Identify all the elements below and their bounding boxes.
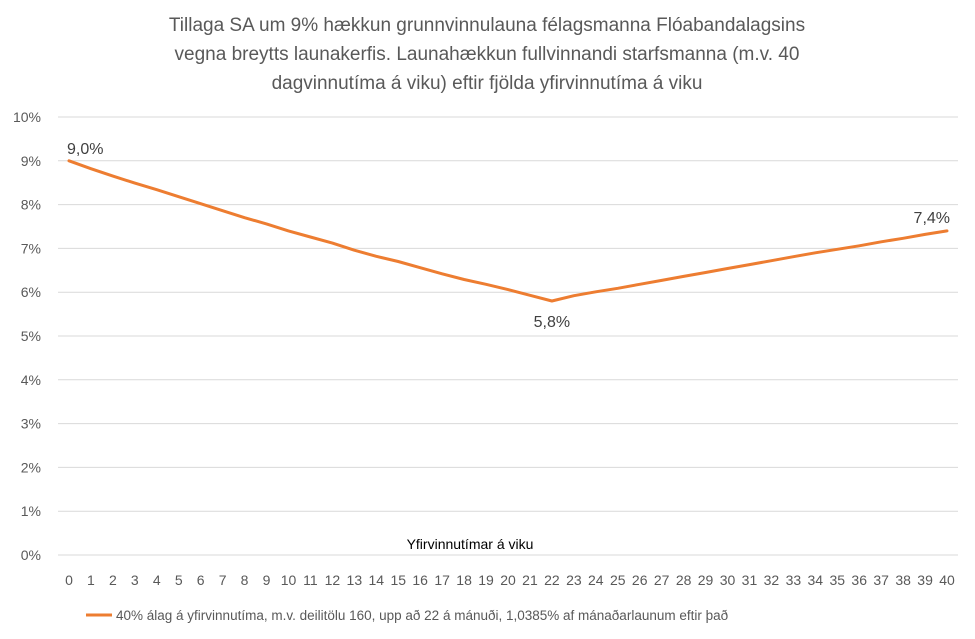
x-tick-label: 8 [241, 572, 249, 588]
x-tick-label: 3 [131, 572, 139, 588]
y-tick-label: 2% [21, 459, 41, 475]
x-tick-label: 9 [263, 572, 271, 588]
x-tick-label: 40 [939, 572, 955, 588]
y-tick-label: 10% [13, 109, 41, 125]
data-label: 9,0% [67, 141, 103, 158]
gridlines [58, 116, 958, 556]
x-tick-label: 33 [786, 572, 802, 588]
x-tick-label: 32 [764, 572, 780, 588]
y-tick-label: 4% [21, 372, 41, 388]
x-tick-label: 23 [566, 572, 582, 588]
x-axis-ticks: 0 1 2 3 4 5 6 7 8 9 10 11 12 13 14 15 16 17 18 19 20 21 22 23 24… [65, 572, 955, 588]
x-tick-label: 21 [522, 572, 538, 588]
x-tick-label: 28 [676, 572, 692, 588]
x-tick-label: 24 [588, 572, 604, 588]
x-tick-label: 2 [109, 572, 117, 588]
x-tick-label: 19 [478, 572, 494, 588]
legend: 40% álag á yfirvinnutíma, m.v. deilitölu… [86, 608, 728, 623]
x-tick-label: 25 [610, 572, 626, 588]
y-tick-label: 3% [21, 416, 41, 432]
x-tick-label: 27 [654, 572, 670, 588]
x-tick-label: 15 [390, 572, 406, 588]
x-tick-label: 20 [500, 572, 516, 588]
chart-title-line: vegna breytts launakerfis. Launahækkun f… [175, 44, 800, 65]
x-tick-label: 5 [175, 572, 183, 588]
x-axis-label: Yfirvinnutímar á viku [407, 536, 534, 552]
x-tick-label: 10 [281, 572, 297, 588]
data-labels: 9,0% 5,8% 7,4% [67, 141, 950, 331]
chart-title: Tillaga SA um 9% hækkun grunnvinnulauna … [169, 15, 805, 94]
x-tick-label: 11 [303, 572, 318, 588]
data-label: 7,4% [914, 210, 950, 227]
chart-title-line: dagvinnutíma á viku) eftir fjölda yfirvi… [272, 73, 703, 94]
data-label: 5,8% [534, 314, 570, 331]
x-tick-label: 29 [698, 572, 714, 588]
x-tick-label: 14 [369, 572, 385, 588]
y-axis-ticks: 0% 1% 2% 3% 4% 5% 6% 7% 8% 9% 10% [13, 109, 41, 563]
x-tick-label: 36 [851, 572, 867, 588]
x-tick-label: 30 [720, 572, 736, 588]
series-line [67, 159, 949, 303]
x-tick-label: 18 [456, 572, 472, 588]
y-tick-label: 9% [21, 153, 41, 169]
x-tick-label: 12 [325, 572, 341, 588]
chart-title-line: Tillaga SA um 9% hækkun grunnvinnulauna … [169, 15, 805, 36]
y-tick-label: 8% [21, 197, 41, 213]
x-tick-label: 17 [434, 572, 450, 588]
y-tick-label: 6% [21, 284, 41, 300]
x-tick-label: 1 [87, 572, 95, 588]
y-tick-label: 1% [21, 503, 41, 519]
x-tick-label: 35 [829, 572, 845, 588]
x-tick-label: 22 [544, 572, 560, 588]
x-tick-label: 16 [412, 572, 428, 588]
x-tick-label: 34 [808, 572, 824, 588]
x-tick-label: 38 [895, 572, 911, 588]
x-tick-label: 13 [347, 572, 363, 588]
x-tick-label: 6 [197, 572, 205, 588]
x-tick-label: 39 [917, 572, 933, 588]
y-tick-label: 5% [21, 328, 41, 344]
y-tick-label: 7% [21, 240, 41, 256]
x-tick-label: 4 [153, 572, 161, 588]
x-tick-label: 37 [873, 572, 889, 588]
x-tick-label: 26 [632, 572, 648, 588]
series [67, 159, 949, 303]
y-tick-label: 0% [21, 547, 41, 563]
x-tick-label: 7 [219, 572, 227, 588]
x-tick-label: 0 [65, 572, 73, 588]
legend-entry: 40% álag á yfirvinnutíma, m.v. deilitölu… [116, 608, 728, 623]
x-tick-label: 31 [742, 572, 758, 588]
